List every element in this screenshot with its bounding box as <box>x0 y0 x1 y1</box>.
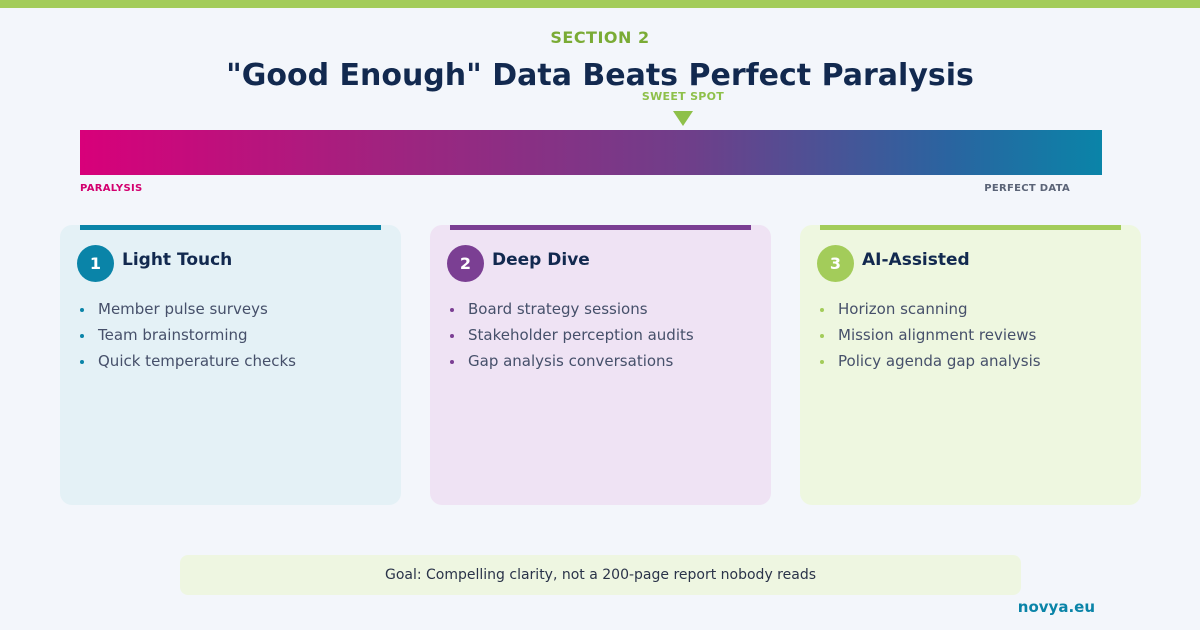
page-title: "Good Enough" Data Beats Perfect Paralys… <box>226 58 974 93</box>
spectrum-bar <box>80 130 1102 175</box>
card-number-badge: 3 <box>817 245 854 282</box>
list-item: Team brainstorming <box>80 324 296 350</box>
section-label: SECTION 2 <box>550 28 650 47</box>
bullet-icon <box>80 334 84 338</box>
list-item: Stakeholder perception audits <box>450 324 694 350</box>
card-accent-bar <box>80 225 381 230</box>
brand-link[interactable]: novya.eu <box>1017 598 1095 616</box>
list-item: Mission alignment reviews <box>820 324 1041 350</box>
list-item: Member pulse surveys <box>80 298 296 324</box>
top-accent-bar <box>0 0 1200 8</box>
card-number-badge: 1 <box>77 245 114 282</box>
card-title: AI-Assisted <box>862 250 970 270</box>
card-title: Deep Dive <box>492 250 590 270</box>
list-item-text: Quick temperature checks <box>98 352 296 370</box>
list-item: Board strategy sessions <box>450 298 694 324</box>
list-item-text: Board strategy sessions <box>468 300 648 318</box>
card-list: Member pulse surveys Team brainstorming … <box>80 298 296 376</box>
card-number-badge: 2 <box>447 245 484 282</box>
card-title: Light Touch <box>122 250 233 270</box>
bullet-icon <box>450 360 454 364</box>
goal-banner: Goal: Compelling clarity, not a 200-page… <box>180 555 1021 595</box>
card-accent-bar <box>450 225 751 230</box>
bullet-icon <box>450 308 454 312</box>
list-item-text: Team brainstorming <box>98 326 248 344</box>
bullet-icon <box>820 334 824 338</box>
list-item-text: Gap analysis conversations <box>468 352 674 370</box>
list-item: Gap analysis conversations <box>450 350 694 376</box>
sweet-spot-label: SWEET SPOT <box>641 90 725 103</box>
bullet-icon <box>80 308 84 312</box>
list-item: Policy agenda gap analysis <box>820 350 1041 376</box>
sweet-spot-marker-icon <box>673 111 693 126</box>
card-light-touch: 1 Light Touch Member pulse surveys Team … <box>60 225 401 505</box>
list-item: Quick temperature checks <box>80 350 296 376</box>
bullet-icon <box>450 334 454 338</box>
spectrum-left-label: PARALYSIS <box>80 183 143 194</box>
list-item-text: Horizon scanning <box>838 300 968 318</box>
list-item-text: Mission alignment reviews <box>838 326 1037 344</box>
card-accent-bar <box>820 225 1121 230</box>
list-item-text: Stakeholder perception audits <box>468 326 694 344</box>
bullet-icon <box>80 360 84 364</box>
bullet-icon <box>820 308 824 312</box>
list-item: Horizon scanning <box>820 298 1041 324</box>
list-item-text: Policy agenda gap analysis <box>838 352 1041 370</box>
list-item-text: Member pulse surveys <box>98 300 268 318</box>
card-deep-dive: 2 Deep Dive Board strategy sessions Stak… <box>430 225 771 505</box>
card-list: Horizon scanning Mission alignment revie… <box>820 298 1041 376</box>
card-ai-assisted: 3 AI-Assisted Horizon scanning Mission a… <box>800 225 1141 505</box>
card-list: Board strategy sessions Stakeholder perc… <box>450 298 694 376</box>
bullet-icon <box>820 360 824 364</box>
spectrum-right-label: PERFECT DATA <box>984 183 1070 194</box>
